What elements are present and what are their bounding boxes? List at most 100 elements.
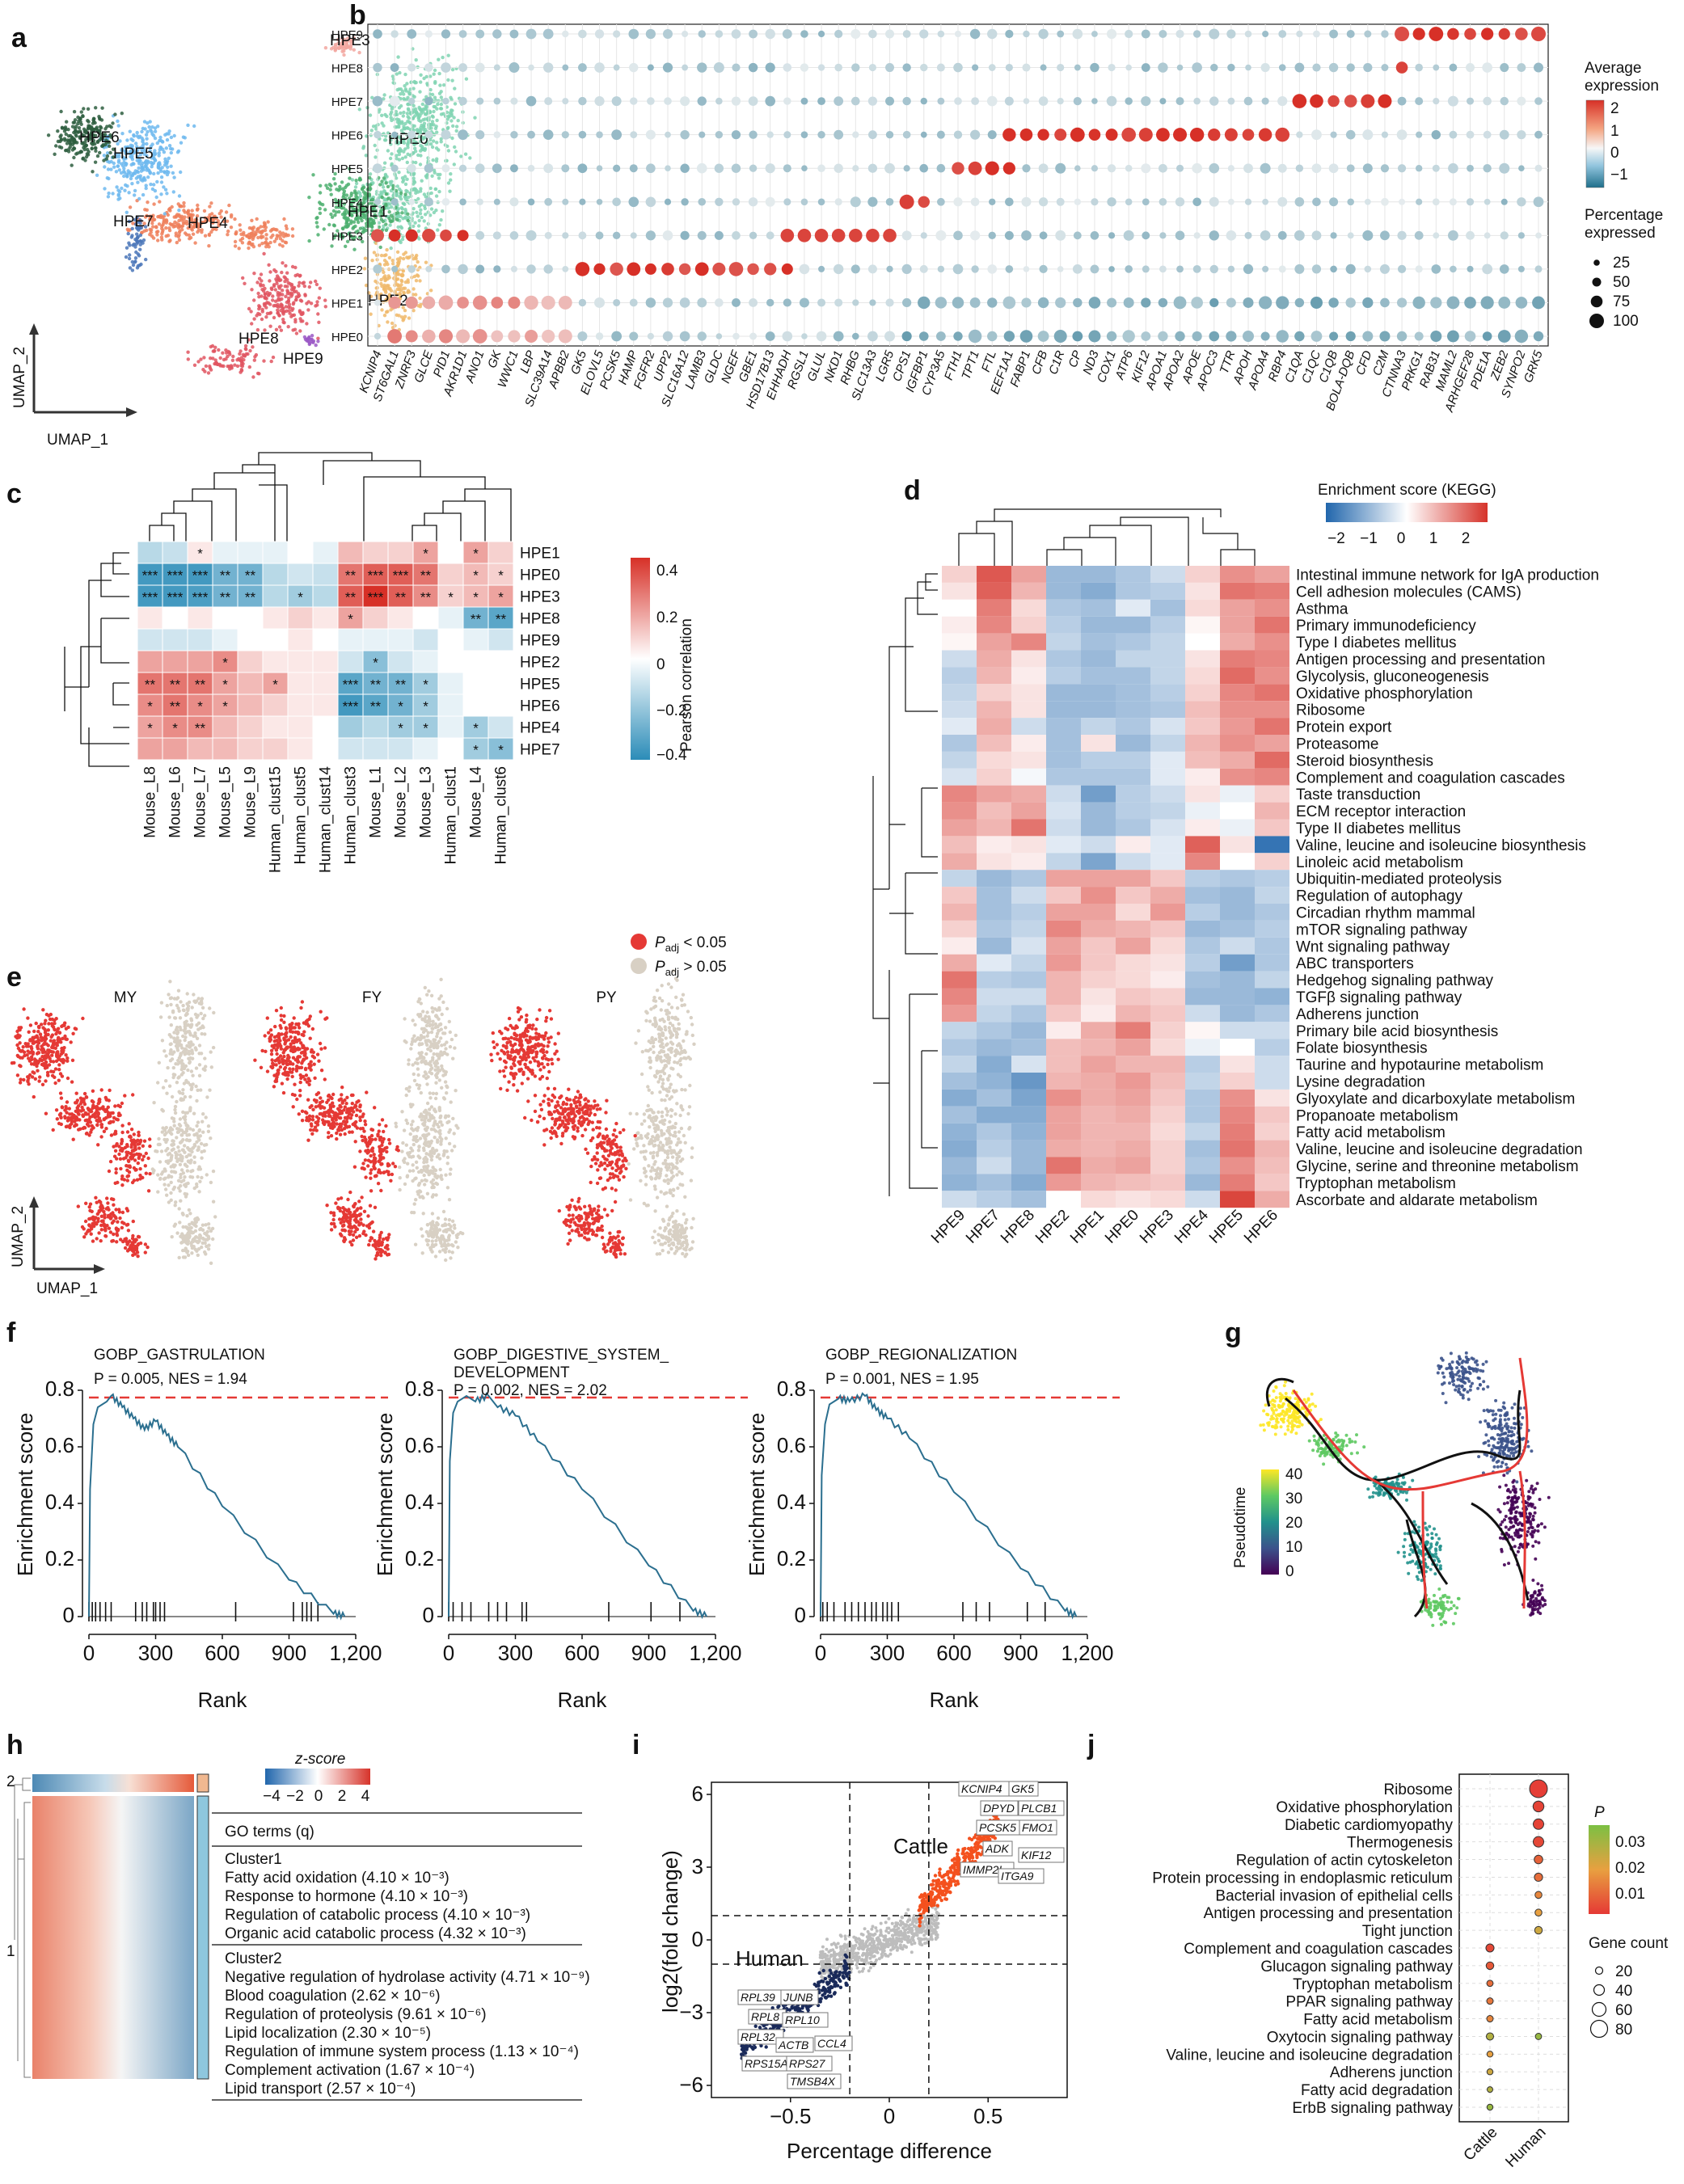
umap-point bbox=[103, 187, 107, 191]
c-star: *** bbox=[142, 590, 158, 605]
d-pathway-label: Oxidative phosphorylation bbox=[1296, 685, 1473, 702]
dotplot-dot bbox=[1466, 230, 1475, 240]
dotplot-dot bbox=[1004, 230, 1014, 240]
d-cell bbox=[977, 785, 1011, 803]
dotplot-dot bbox=[528, 64, 534, 71]
umap-point bbox=[196, 203, 200, 208]
umap-point bbox=[396, 262, 401, 266]
dotplot-dot bbox=[969, 297, 981, 308]
umap-point bbox=[59, 137, 64, 141]
umap-point bbox=[423, 127, 428, 132]
umap-point bbox=[420, 102, 424, 107]
e-umap-point bbox=[57, 1035, 61, 1040]
umap-point bbox=[268, 324, 272, 328]
e-umap-point bbox=[19, 1077, 23, 1081]
umap-point bbox=[251, 375, 255, 379]
umap-point bbox=[412, 108, 416, 112]
e-umap-point bbox=[196, 1148, 200, 1153]
d-cell bbox=[1081, 904, 1116, 921]
dotplot-dot bbox=[971, 265, 979, 273]
c-star: ** bbox=[195, 677, 206, 693]
dotplot-dot bbox=[1517, 130, 1526, 140]
umap-point bbox=[394, 110, 399, 114]
dotplot-dot bbox=[697, 297, 707, 308]
umap-point bbox=[64, 149, 68, 153]
e-umap-point bbox=[185, 992, 189, 996]
d-cell bbox=[1255, 1123, 1289, 1140]
umap-point bbox=[195, 208, 200, 212]
dotplot-dot bbox=[1261, 97, 1269, 105]
d-pathway-label: TGFβ signaling pathway bbox=[1296, 989, 1462, 1006]
umap-point bbox=[278, 291, 282, 295]
e-umap-point bbox=[191, 1082, 195, 1086]
d-cell bbox=[1185, 1073, 1220, 1090]
umap-point bbox=[393, 112, 397, 117]
dotplot-dot bbox=[1277, 196, 1288, 207]
umap-point bbox=[439, 95, 443, 99]
e-umap-point bbox=[189, 1069, 194, 1073]
e-umap-point bbox=[174, 1027, 179, 1032]
umap-point bbox=[421, 124, 425, 129]
b-size-label: 50 bbox=[1613, 274, 1630, 291]
dotplot-dot bbox=[441, 197, 450, 206]
dotplot-dot bbox=[1208, 128, 1221, 141]
dotplot-dot bbox=[1310, 296, 1323, 309]
dotplot-dot bbox=[1311, 163, 1322, 174]
dotplot-dot bbox=[818, 265, 825, 272]
dotplot-dot bbox=[542, 129, 554, 140]
dotplot-dot bbox=[1003, 331, 1015, 342]
dotplot-dot bbox=[492, 29, 502, 39]
umap-point bbox=[157, 151, 161, 155]
c-cell bbox=[312, 694, 339, 717]
d-pathway-label: Lysine degradation bbox=[1296, 1073, 1425, 1090]
dotplot-dot bbox=[732, 298, 741, 307]
d-cell bbox=[1255, 819, 1289, 837]
umap-point bbox=[406, 107, 411, 111]
d-cell bbox=[977, 1089, 1011, 1107]
umap-point bbox=[209, 201, 213, 205]
e-umap-point bbox=[66, 1025, 70, 1030]
c-cell bbox=[262, 650, 289, 673]
dotplot-dot bbox=[1515, 27, 1528, 40]
d-cell bbox=[1185, 701, 1220, 719]
dotplot-dot bbox=[1090, 264, 1099, 274]
e-umap-point bbox=[160, 1039, 165, 1043]
e-umap-point bbox=[21, 1045, 25, 1049]
e-umap-point bbox=[192, 1238, 196, 1242]
d-cell bbox=[1255, 937, 1289, 955]
dotplot-dot bbox=[611, 96, 622, 107]
dotplot-dot bbox=[647, 97, 655, 105]
d-cell bbox=[1255, 904, 1289, 921]
dotplot-dot bbox=[438, 295, 454, 310]
umap-point bbox=[378, 204, 382, 209]
umap-point bbox=[172, 175, 176, 179]
dotplot-dot bbox=[1038, 96, 1049, 106]
e-umap-point bbox=[53, 1028, 57, 1032]
dotplot-dot bbox=[1022, 63, 1031, 72]
umap-point bbox=[459, 154, 463, 158]
dotplot-dot bbox=[1176, 164, 1184, 172]
d-cell bbox=[1011, 701, 1046, 719]
e-umap-points bbox=[10, 969, 696, 1266]
umap-point bbox=[378, 183, 382, 187]
d-pathway-label: Steroid biosynthesis bbox=[1296, 753, 1433, 769]
umap-point bbox=[426, 210, 430, 214]
umap-point bbox=[416, 65, 420, 70]
dotplot-dot bbox=[680, 163, 690, 173]
dotplot-dot bbox=[1277, 230, 1287, 240]
umap-point bbox=[385, 175, 389, 179]
d-cell bbox=[1255, 1157, 1289, 1174]
d-cell bbox=[942, 1056, 977, 1073]
dotplot-dot bbox=[1415, 265, 1423, 273]
e-umap-point bbox=[185, 1001, 189, 1006]
dotplot-dot bbox=[1329, 29, 1338, 39]
dotplot-dot bbox=[1175, 97, 1184, 106]
d-cell bbox=[1220, 1140, 1255, 1157]
umap-point bbox=[252, 298, 256, 302]
umap-point bbox=[150, 125, 154, 129]
dotplot-dot bbox=[630, 97, 638, 105]
umap-point bbox=[318, 286, 322, 290]
umap-point bbox=[238, 349, 243, 353]
dotplot-dot bbox=[475, 62, 485, 73]
dotplot-dot bbox=[1531, 27, 1546, 41]
